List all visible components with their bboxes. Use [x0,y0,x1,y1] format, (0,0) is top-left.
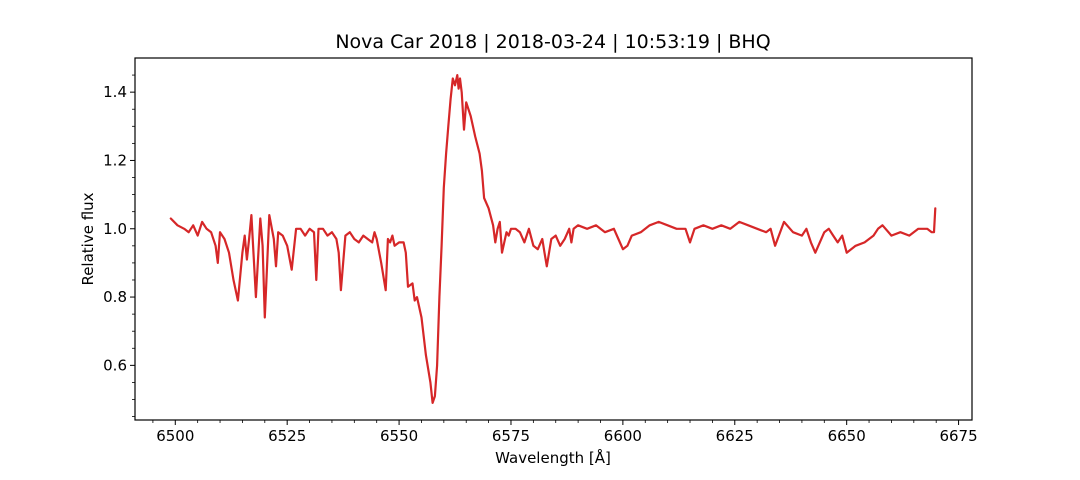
tick-layer: 6500 6525 6550 6575 6600 6625 6650 6675 0.6 0.8 1.… [103,74,978,445]
y-axis-label: Relative flux [79,192,97,285]
x-tick-label: 6575 [492,427,530,445]
x-tick-label: 6600 [604,427,642,445]
y-tick-label: 1.4 [103,83,127,101]
x-tick-label: 6625 [716,427,754,445]
x-tick-label: 6525 [268,427,306,445]
series-line [169,73,937,404]
x-axis-label: Wavelength [Å] [495,448,611,467]
x-tick-label: 6550 [380,427,418,445]
x-tick-label: 6650 [828,427,866,445]
y-tick-label: 1.2 [103,151,127,169]
y-tick-label: 1.0 [103,220,127,238]
x-tick-label: 6500 [156,427,194,445]
plot-frame [134,57,973,421]
chart-title: Nova Car 2018 | 2018-03-24 | 10:53:19 | … [335,31,770,53]
y-tick-label: 0.8 [103,288,127,306]
x-tick-label: 6675 [939,427,977,445]
y-tick-label: 0.6 [103,356,127,374]
